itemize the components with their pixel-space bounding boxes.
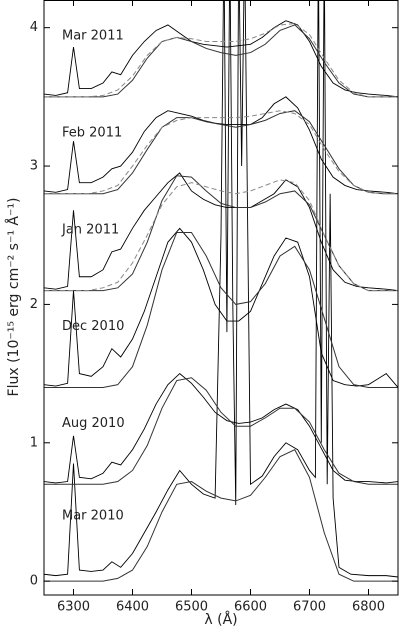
model-dashed — [44, 179, 398, 292]
x-tick-label: 6300 — [57, 600, 90, 615]
epoch-label: Mar 2010 — [62, 509, 124, 524]
model-fit — [44, 377, 398, 485]
x-tick-label: 6700 — [293, 600, 326, 615]
plot-frame — [43, 0, 399, 596]
spectrum — [44, 227, 398, 388]
x-tick-label: 6800 — [352, 600, 385, 615]
x-tick-label: 6600 — [234, 600, 267, 615]
y-tick-label: 3 — [30, 159, 38, 174]
y-tick-label: 2 — [30, 297, 38, 312]
epoch-label: Mar 2011 — [62, 29, 124, 44]
model-dashed — [44, 110, 398, 195]
spectrum — [44, 172, 398, 292]
plot-area — [44, 0, 398, 582]
x-tick-label: 6500 — [175, 600, 208, 615]
epoch-label: Jan 2011 — [61, 222, 119, 237]
epoch-label: Dec 2010 — [62, 319, 124, 334]
model-fit — [44, 231, 398, 388]
epoch-label: Aug 2010 — [62, 416, 125, 431]
y-axis-label: Flux (10⁻¹⁵ erg cm⁻² s⁻¹ Å⁻¹) — [5, 198, 22, 397]
x-axis-label: λ (Å) — [204, 611, 237, 628]
y-tick-label: 0 — [30, 574, 38, 589]
spectrum — [44, 96, 398, 195]
model-fit — [44, 24, 398, 98]
x-tick-label: 6400 — [116, 600, 149, 615]
epoch-label: Feb 2011 — [62, 125, 122, 140]
model-fit — [44, 175, 398, 292]
spectrum — [44, 20, 398, 98]
y-tick-label: 4 — [30, 20, 38, 35]
spectrum — [44, 0, 398, 578]
model-fit — [44, 449, 398, 582]
spectrum — [44, 373, 398, 484]
model-fit — [44, 110, 398, 195]
y-tick-label: 1 — [30, 435, 38, 450]
model-dashed — [44, 23, 398, 98]
